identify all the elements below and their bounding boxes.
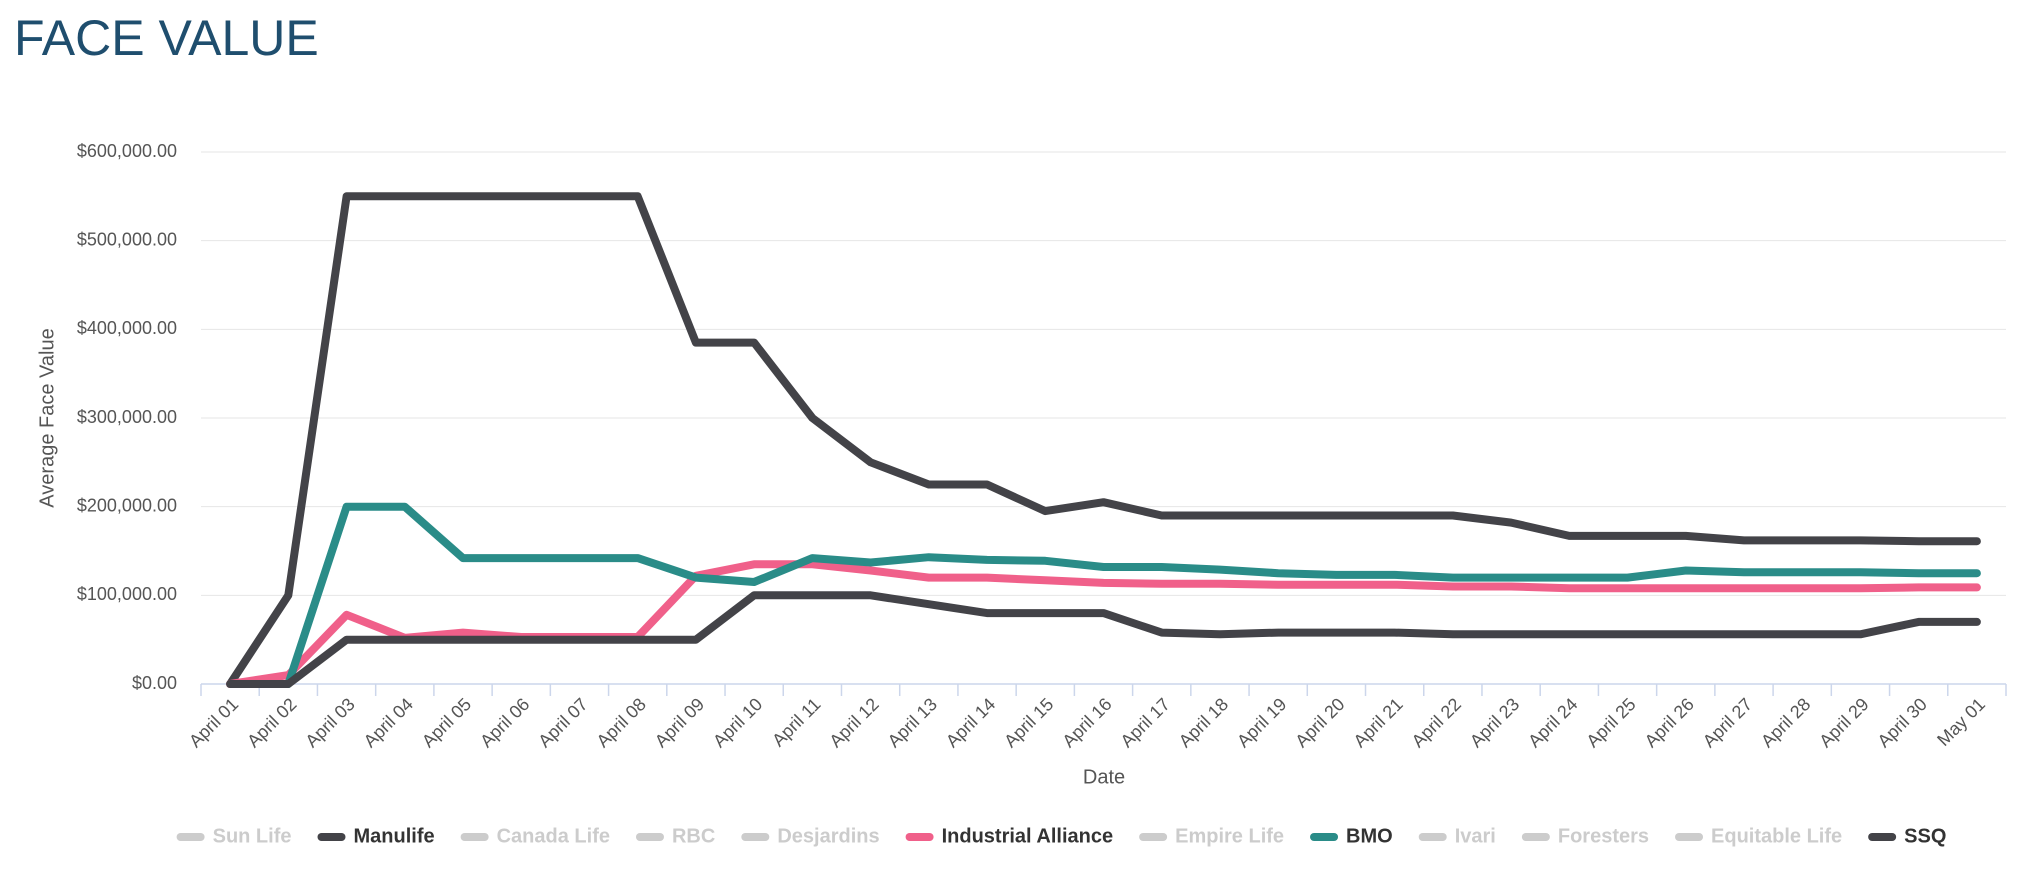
x-tick-label: April 21 [1350,694,1407,751]
legend-label[interactable]: SSQ [1904,825,1946,847]
legend: Sun Life Manulife Canada Life RBC Desjardins… [176,825,1946,847]
legend-label[interactable]: Foresters [1558,825,1649,847]
legend-item[interactable]: Equitable Life [1675,825,1842,847]
x-tick-label: April 05 [418,694,475,751]
x-tick-label: April 06 [476,694,533,751]
x-tick-label: April 30 [1874,694,1931,751]
y-tick-label: $0.00 [132,673,177,693]
x-tick-label: April 07 [534,694,591,751]
series-line [226,560,1981,688]
chart-title: FACE VALUE [14,10,319,66]
legend-label[interactable]: Empire Life [1175,825,1284,847]
legend-label[interactable]: Industrial Alliance [942,825,1114,847]
x-tick-label: April 17 [1117,694,1174,751]
legend-item[interactable]: Desjardins [741,825,880,847]
x-tick-label: April 19 [1233,694,1290,751]
legend-label[interactable]: BMO [1346,825,1393,847]
x-tick-label: April 22 [1408,694,1465,751]
legend-item[interactable]: Manulife [317,825,435,847]
x-tick-label: April 03 [301,694,358,751]
y-tick-label: $500,000.00 [77,229,177,249]
x-tick-label: April 14 [942,694,999,751]
legend-item[interactable]: Foresters [1521,825,1649,847]
x-tick-label: April 11 [768,694,824,750]
legend-item[interactable]: SSQ [1868,825,1946,847]
legend-label[interactable]: Sun Life [213,825,292,847]
y-tick-label: $100,000.00 [77,584,177,604]
series-line [284,502,1981,688]
y-tick-label: $600,000.00 [77,141,177,161]
x-tick-label: April 29 [1815,694,1872,751]
x-axis-title: Date [1083,766,1125,788]
legend-item[interactable]: Ivari [1418,825,1496,847]
x-tick-label: April 24 [1524,694,1581,751]
legend-label[interactable]: Desjardins [777,825,879,847]
y-axis-title: Average Face Value [36,328,58,507]
x-tick-label: April 20 [1291,694,1348,751]
x-tick-label: April 27 [1699,694,1756,751]
legend-item[interactable]: Canada Life [460,825,610,847]
y-tick-label: $200,000.00 [77,495,177,515]
legend-item[interactable]: RBC [635,825,715,847]
legend-label[interactable]: Ivari [1455,825,1496,847]
x-tick-label: April 18 [1175,694,1232,751]
legend-label[interactable]: Manulife [353,825,434,847]
x-tick-label: April 10 [709,694,766,751]
series-line [226,591,1981,688]
legend-item[interactable]: BMO [1310,825,1393,847]
x-tick-label: April 15 [1000,694,1057,751]
x-tick-label: April 25 [1582,694,1639,751]
x-tick-label: April 09 [651,694,708,751]
legend-item[interactable]: Sun Life [176,825,292,847]
x-tick-label: April 02 [243,694,300,751]
y-tick-label: $300,000.00 [77,407,177,427]
x-tick-label: April 23 [1466,694,1523,751]
legend-item[interactable]: Industrial Alliance [905,825,1114,847]
x-tick-label: April 08 [593,694,650,751]
x-tick-label: April 26 [1641,694,1698,751]
series-line [226,192,1981,688]
legend-label[interactable]: Canada Life [497,825,610,847]
x-tick-label: April 28 [1757,694,1814,751]
x-tick-label: May 01 [1933,694,1989,750]
x-tick-label: April 16 [1058,694,1115,751]
x-tick-label: April 01 [185,694,242,751]
x-tick-label: April 13 [884,694,941,751]
legend-label[interactable]: RBC [672,825,715,847]
legend-label[interactable]: Equitable Life [1711,825,1842,847]
x-tick-label: April 12 [825,694,882,751]
x-tick-label: April 04 [360,694,417,751]
y-tick-label: $400,000.00 [77,318,177,338]
legend-item[interactable]: Empire Life [1139,825,1284,847]
